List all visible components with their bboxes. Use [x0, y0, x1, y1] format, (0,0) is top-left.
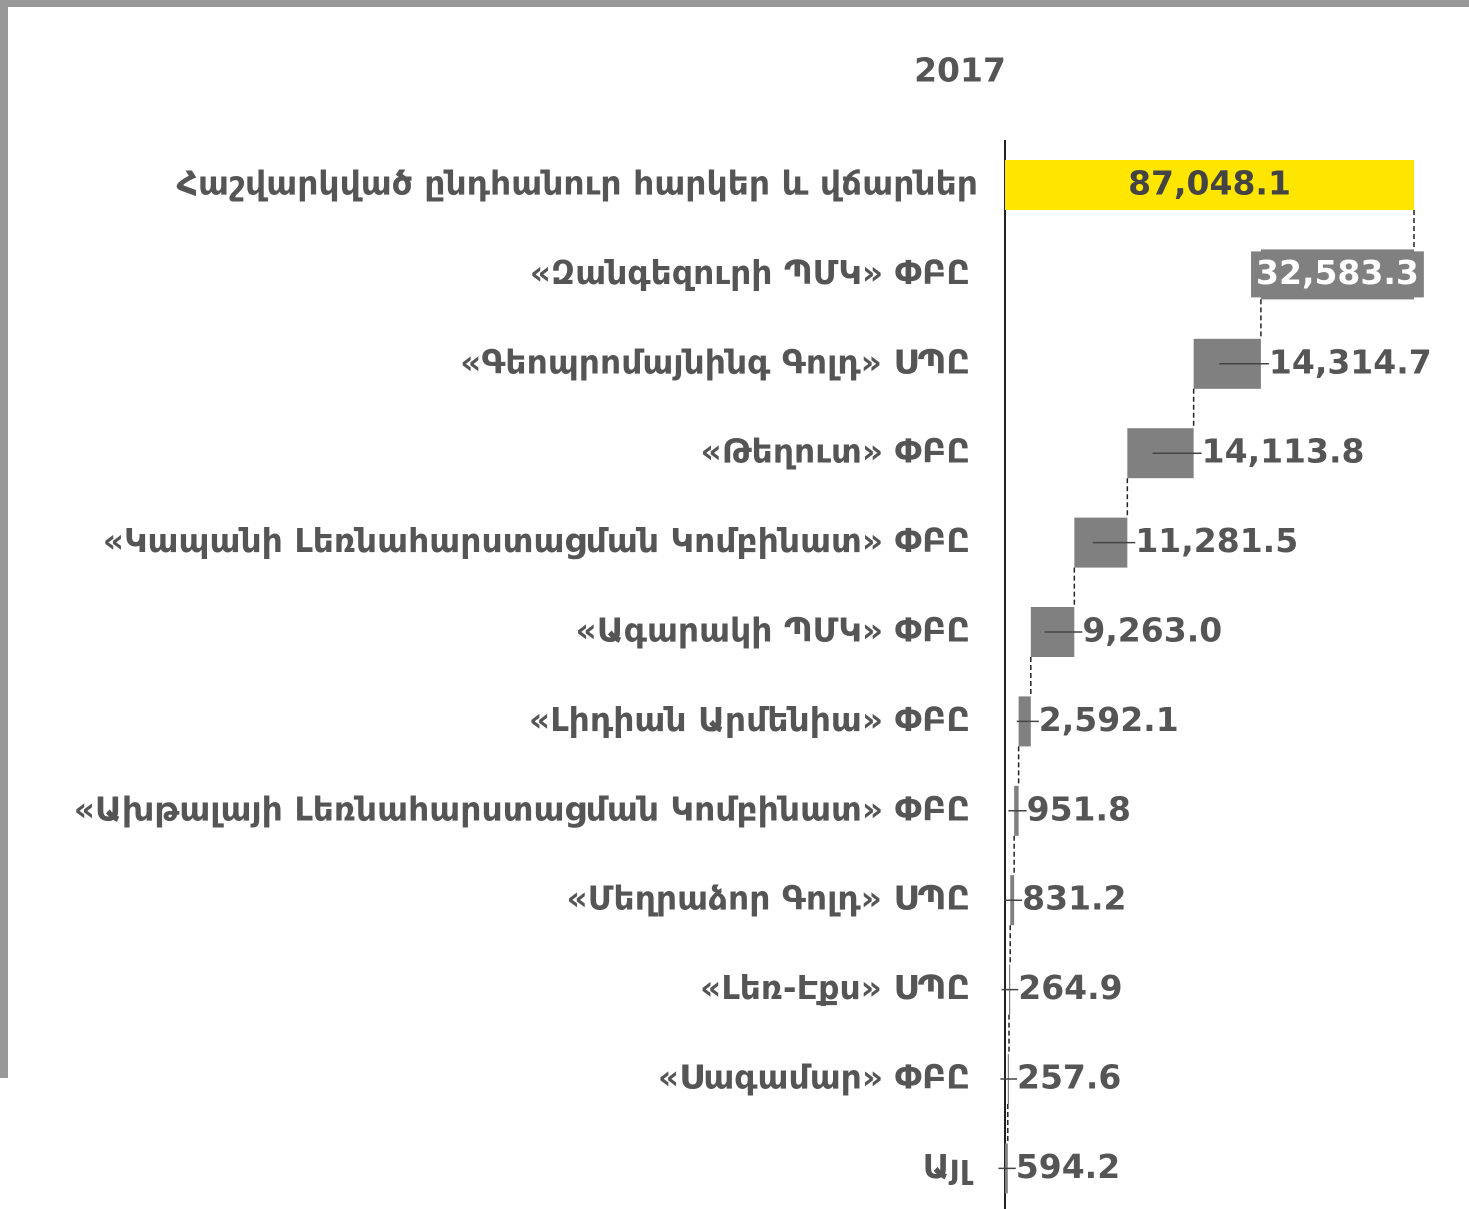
frame-top — [0, 0, 1469, 7]
value-label: 14,113.8 — [1202, 432, 1365, 471]
column-header: 2017 — [914, 51, 1006, 90]
value-label: 32,583.3 — [1256, 253, 1419, 292]
category-label: «Զանգեզուրի ՊՄԿ» ՓԲԸ — [530, 253, 970, 292]
bar — [1005, 160, 1414, 210]
value-label: 11,281.5 — [1135, 521, 1298, 560]
category-label: «Մեղրաձոր Գոլդ» ՍՊԸ — [566, 879, 970, 918]
frame-left — [0, 0, 8, 1078]
category-label: «Գեոպրոմայնինգ Գոլդ» ՍՊԸ — [460, 342, 970, 381]
value-label: 2,592.1 — [1039, 700, 1179, 739]
category-label: «Լեռ-Էքս» ՍՊԸ — [700, 968, 970, 1007]
value-label: 264.9 — [1018, 968, 1122, 1007]
value-label: 14,314.7 — [1269, 342, 1432, 381]
category-label: «Սագամար» ՓԲԸ — [658, 1058, 970, 1097]
category-label: Հաշվարկված ընդհանուր հարկեր և վճարներ — [177, 164, 978, 203]
category-label: «Ագարակի ՊՄԿ» ՓԲԸ — [576, 611, 970, 650]
category-label: «Կապանի Լեռնահարստացման Կոմբինատ» ՓԲԸ — [103, 521, 970, 560]
value-label: 951.8 — [1027, 789, 1131, 828]
value-label: 9,263.0 — [1082, 611, 1222, 650]
value-label: 257.6 — [1017, 1058, 1121, 1097]
value-label: 87,048.1 — [1128, 164, 1291, 203]
value-label-bg — [1251, 251, 1424, 298]
category-label: Այլ — [923, 1147, 974, 1186]
value-label: 831.2 — [1022, 879, 1126, 918]
category-label: «Ախթալայի Լեռնահարստացման Կոմբինատ» ՓԲԸ — [74, 789, 970, 828]
category-label: «Թեղուտ» ՓԲԸ — [701, 432, 970, 471]
value-label: 594.2 — [1016, 1147, 1120, 1186]
category-label: «Լիդիան Արմենիա» ՓԲԸ — [529, 700, 970, 739]
